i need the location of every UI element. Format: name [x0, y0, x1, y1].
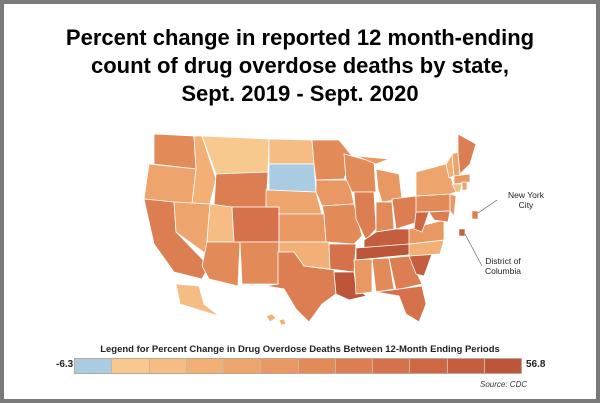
nyc-leader-line: [477, 199, 498, 214]
legend-swatch: [410, 359, 448, 373]
legend-swatch: [112, 359, 150, 373]
dc-inset: [458, 228, 466, 237]
state-IL: [353, 191, 377, 241]
legend-color-scale: [74, 358, 522, 374]
state-SD: [268, 163, 317, 193]
state-IN: [375, 201, 395, 233]
state-NJ: [449, 193, 457, 218]
legend-swatch: [373, 359, 411, 373]
title-line-3: Sept. 2019 - Sept. 2020: [181, 81, 419, 106]
state-CO: [231, 206, 280, 243]
state-OH: [391, 195, 419, 230]
state-UT: [206, 203, 235, 243]
state-AR: [328, 243, 357, 273]
title-line-2: count of drug overdose deaths by state,: [90, 53, 510, 78]
legend-swatch: [484, 359, 521, 373]
legend-swatch: [75, 359, 113, 373]
state-NY: [415, 163, 457, 197]
chart-title: Percent change in reported 12 month-endi…: [4, 24, 596, 108]
title-line-1: Percent change in reported 12 month-endi…: [65, 25, 535, 50]
legend-min-label: -6.3: [56, 359, 74, 370]
state-HI: [265, 313, 277, 323]
state-MA: [453, 173, 471, 185]
state-TX: [265, 251, 337, 323]
state-CT: [451, 183, 463, 193]
legend-swatch: [447, 359, 485, 373]
state-NM: [239, 241, 280, 285]
legend-swatch: [261, 359, 299, 373]
state-VA: [408, 219, 445, 245]
legend-swatch: [186, 359, 224, 373]
source-note: Source: CDC: [480, 380, 528, 389]
state-PA: [415, 193, 451, 213]
dc-leader-line: [464, 233, 483, 267]
state-ME: [457, 133, 477, 175]
dc-label: District of Columbia: [485, 256, 521, 276]
state-WA: [153, 133, 197, 170]
state-AZ: [201, 241, 241, 287]
state-AK: [175, 283, 220, 317]
state-ND: [268, 138, 315, 165]
state-MS: [353, 258, 373, 295]
legend-swatch: [149, 359, 187, 373]
state-WY: [213, 171, 269, 208]
state-HI-2: [278, 318, 287, 326]
state-OR: [143, 163, 197, 205]
us-choropleth-map: [143, 133, 498, 326]
nyc-inset: [471, 210, 479, 220]
legend-swatch: [335, 359, 373, 373]
legend-swatch: [224, 359, 262, 373]
state-GA: [388, 255, 423, 291]
legend-title: Legend for Percent Change in Drug Overdo…: [100, 344, 500, 355]
legend-max-label: 56.8: [526, 359, 546, 370]
state-KS: [278, 213, 327, 243]
state-MD: [428, 210, 451, 223]
state-RI: [461, 181, 468, 191]
state-FL: [375, 285, 427, 323]
nyc-label: New York City: [508, 190, 544, 210]
legend-swatch: [298, 359, 336, 373]
state-AL: [371, 257, 395, 293]
state-MN: [311, 139, 353, 181]
